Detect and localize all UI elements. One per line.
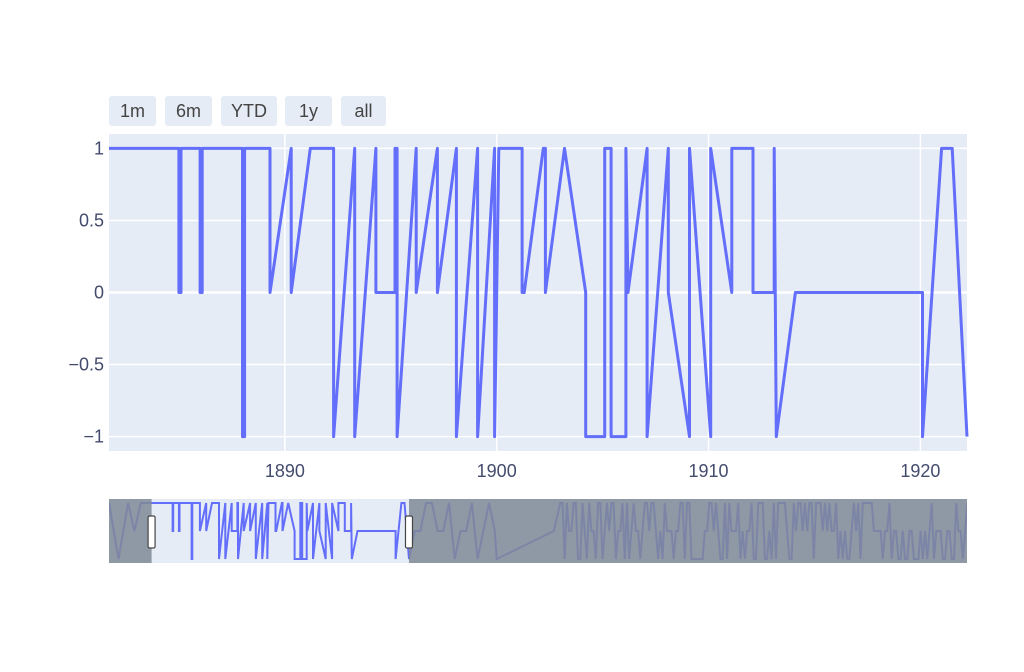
range-button-label: all [354,101,372,121]
y-tick-label: 1 [94,138,104,158]
range-button-bg[interactable] [341,96,386,126]
range-button-bg[interactable] [165,96,212,126]
range-button-6m[interactable]: 6m [165,96,212,126]
range-button-all[interactable]: all [341,96,386,126]
range-selector[interactable]: 1m 6m YTD 1y all [109,96,386,126]
x-tick-label: 1920 [900,461,940,481]
range-slider-handle-right[interactable] [404,515,414,549]
range-button-label: 6m [176,101,201,121]
range-slider[interactable] [109,499,967,563]
y-tick-label: −0.5 [68,355,104,375]
range-button-bg[interactable] [109,96,156,126]
range-slider-mask-right[interactable] [408,499,967,563]
range-button-label: YTD [231,101,267,121]
y-tick-label: 0.5 [79,210,104,230]
range-button-1y[interactable]: 1y [285,96,332,126]
y-tick-label: 0 [94,283,104,303]
x-tick-label: 1900 [477,461,517,481]
range-button-ytd[interactable]: YTD [221,96,277,126]
y-axis-tick-labels: 1 0.5 0 −0.5 −1 [68,138,104,446]
range-button-1m[interactable]: 1m [109,96,156,126]
y-tick-label: −1 [83,427,104,447]
x-axis-tick-labels: 1890 1900 1910 1920 [265,461,941,481]
range-button-bg[interactable] [285,96,332,126]
series-line [109,146,969,439]
range-button-label: 1m [120,101,145,121]
x-tick-label: 1910 [689,461,729,481]
range-slider-mask-left[interactable] [109,499,152,563]
x-tick-label: 1890 [265,461,305,481]
range-button-label: 1y [299,101,318,121]
range-slider-handle-left[interactable] [147,515,156,549]
range-button-bg[interactable] [221,96,277,126]
